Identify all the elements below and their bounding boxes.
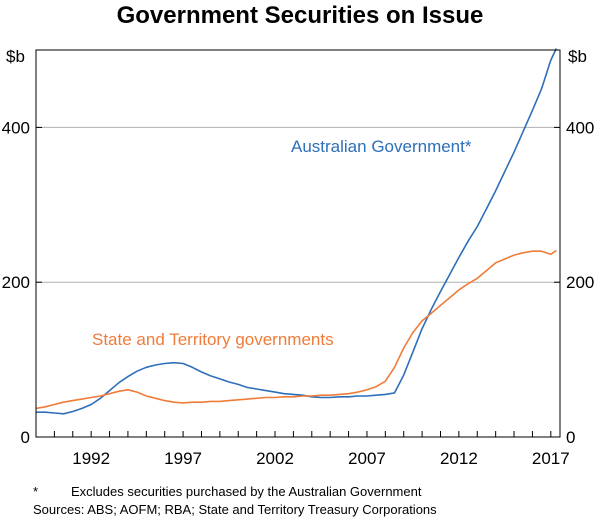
series-label-australian-government: Australian Government* xyxy=(291,137,472,156)
footnote-sources: Sources: ABS; AOFM; RBA; State and Terri… xyxy=(33,502,437,517)
chart-title: Government Securities on Issue xyxy=(116,2,484,29)
y-tick-label-right-200: 200 xyxy=(566,273,594,292)
footnote-marker: * xyxy=(33,484,39,499)
footnote-note: * Excludes securities purchased by the Au… xyxy=(33,484,421,500)
y-axis-label-left: $b xyxy=(6,47,25,66)
series-label-state-territory: State and Territory governments xyxy=(92,330,334,349)
x-tick-label-2002: 2002 xyxy=(256,449,294,468)
x-tick-label-2017: 2017 xyxy=(532,449,570,468)
plot-frame xyxy=(35,49,561,438)
footnote-text: Excludes securities purchased by the Aus… xyxy=(71,484,422,499)
y-tick-label-left-200: 200 xyxy=(2,273,30,292)
x-tick-label-2007: 2007 xyxy=(348,449,386,468)
x-tick-label-1997: 1997 xyxy=(164,449,202,468)
y-tick-label-right-0: 0 xyxy=(566,428,575,447)
x-tick-label-2012: 2012 xyxy=(440,449,478,468)
gridlines xyxy=(36,126,560,283)
series-line-state-territory xyxy=(35,249,557,410)
y-tick-label-right-400: 400 xyxy=(566,118,594,137)
x-tick-label-1992: 1992 xyxy=(72,449,110,468)
y-axis-label-right: $b xyxy=(568,47,587,66)
series-line-australian-government xyxy=(36,48,558,415)
axis-ticks: 0 0 200 200 400 400 1992 1997 2002 2007 2012 2017 xyxy=(2,118,595,468)
series-lines xyxy=(35,48,558,415)
y-tick-label-left-400: 400 xyxy=(2,118,30,137)
y-tick-label-left-0: 0 xyxy=(21,428,30,447)
